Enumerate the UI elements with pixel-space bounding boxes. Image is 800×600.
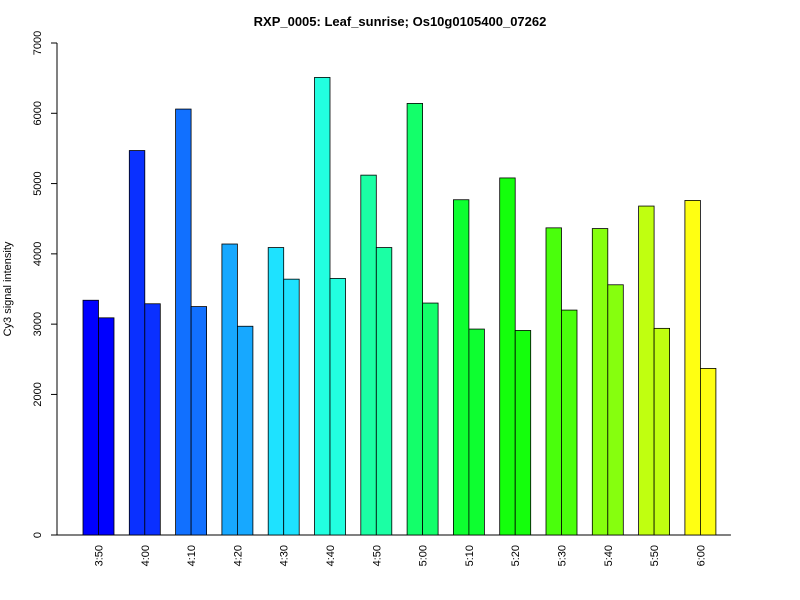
x-tick-label: 5:10 [464, 545, 476, 566]
y-tick-label: 0 [32, 532, 44, 538]
bar [190, 306, 208, 536]
chart-title: RXP_0005: Leaf_sunrise; Os10g0105400_072… [254, 14, 547, 29]
bar [175, 108, 192, 536]
bar [700, 368, 717, 536]
x-tick-label: 5:00 [418, 545, 430, 566]
bars [82, 77, 717, 536]
x-tick-label: 4:20 [232, 545, 244, 566]
bar [221, 243, 238, 536]
x-tick-label: 5:30 [557, 545, 569, 566]
y-tick-label: 3000 [32, 312, 44, 336]
bar [591, 228, 609, 536]
bar [82, 299, 99, 536]
bar [128, 150, 146, 536]
bar [144, 303, 161, 536]
bar [452, 199, 470, 536]
x-tick-label: 4:30 [279, 545, 291, 566]
bar [514, 330, 532, 536]
bar [236, 325, 254, 536]
y-axis-label: Cy3 signal intensity [2, 241, 14, 336]
x-tick-label: 5:20 [510, 545, 522, 566]
x-tick-label: 5:50 [649, 545, 661, 566]
bar [283, 278, 300, 536]
x-tick-label: 4:50 [371, 545, 383, 566]
y-tick-label: 2000 [32, 382, 44, 406]
bar [360, 174, 377, 536]
bar [314, 77, 331, 536]
bar [499, 177, 516, 536]
bar [267, 247, 285, 536]
y-tick-label: 7000 [32, 31, 44, 55]
x-tick-label: 4:00 [140, 545, 152, 566]
bar [468, 328, 485, 536]
bar [561, 309, 578, 536]
x-axis-labels: 3:50 4:00 4:10 4:20 4:30 4:40 4:50 5:00 5:10 5:20… [94, 545, 708, 566]
y-axis: 0 2000 3000 4000 5000 6000 7000 [32, 31, 731, 538]
y-tick-label: 4000 [32, 242, 44, 266]
bar [545, 227, 562, 536]
bar [638, 205, 655, 536]
x-tick-label: 4:10 [186, 545, 198, 566]
bar [329, 278, 346, 536]
bar [653, 327, 670, 536]
y-tick-label: 5000 [32, 171, 44, 195]
bar [607, 284, 624, 536]
x-tick-label: 4:40 [325, 545, 337, 566]
bar [98, 317, 115, 536]
x-tick-label: 6:00 [695, 545, 707, 566]
bar [684, 200, 701, 536]
x-tick-label: 3:50 [94, 545, 106, 566]
y-tick-label: 6000 [32, 101, 44, 125]
bar [406, 103, 424, 536]
bar [422, 302, 439, 536]
bar [375, 247, 393, 536]
x-tick-label: 5:40 [603, 545, 615, 566]
